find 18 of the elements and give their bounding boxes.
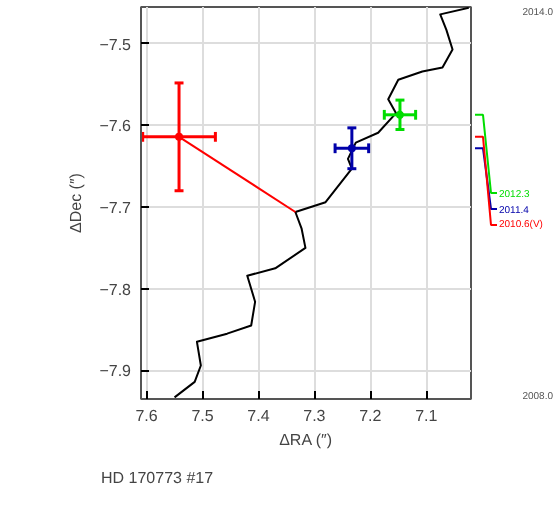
y-tick-label: −7.5: [99, 35, 133, 54]
x-tick-label: 7.4: [247, 407, 271, 425]
y-tick-label: −7.8: [99, 280, 133, 299]
point: [347, 144, 356, 153]
y-tick-label: −7.9: [99, 362, 133, 381]
y-tick-label: −7.7: [99, 199, 133, 218]
x-axis-title: ΔRA (″): [279, 431, 333, 449]
y-axis-title: ΔDec (″): [67, 172, 86, 233]
text: HD 170773 #17: [101, 469, 215, 487]
point: [395, 110, 404, 119]
x-tick-label: 7.1: [415, 407, 439, 425]
line-series: [173, 7, 470, 399]
x-tick-label: 7.3: [303, 407, 327, 425]
y-tick-label: −7.6: [99, 117, 133, 136]
x-tick-label: 7.6: [135, 407, 159, 425]
x-tick-label: 7.5: [191, 407, 215, 425]
x-tick-label: 7.2: [359, 407, 383, 425]
point: [175, 132, 184, 141]
